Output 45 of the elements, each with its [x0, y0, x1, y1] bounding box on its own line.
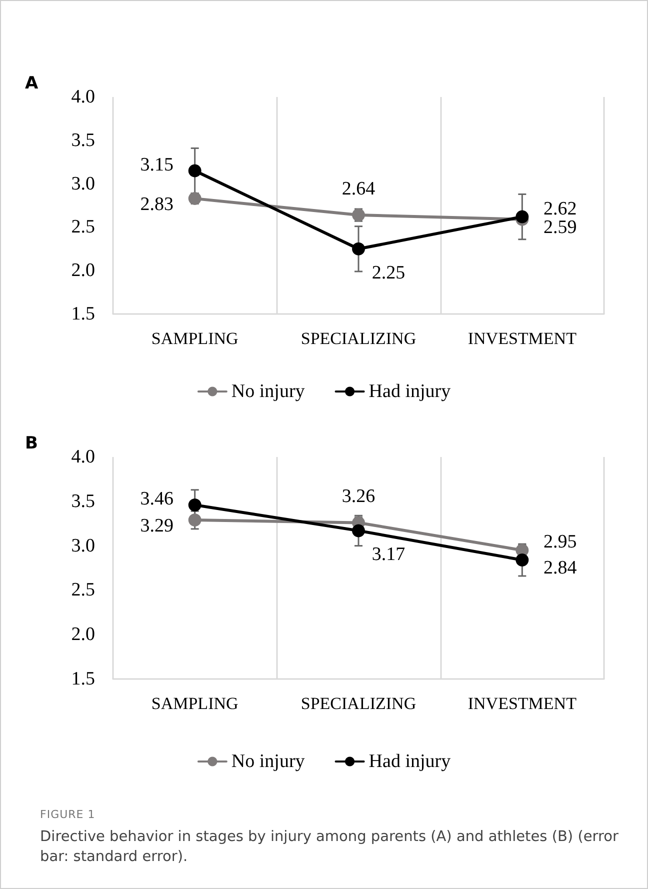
caption: FIGURE 1 — [40, 808, 96, 821]
y-tick-label: 4.0 — [71, 446, 95, 468]
x-tick-label: SAMPLING — [151, 694, 238, 713]
data-label: 2.84 — [544, 558, 578, 579]
point — [188, 498, 202, 512]
x-tick-label: SAMPLING — [151, 329, 238, 348]
data-label: 3.46 — [140, 488, 174, 510]
y-tick-label: 4.0 — [71, 86, 95, 108]
y-tick-label: 3.0 — [71, 173, 95, 194]
point — [352, 242, 365, 256]
text: Directive behavior in stages by injury among parents (A) and athletes (B) (error bar: standard error). — [40, 828, 620, 867]
y-tick-label: 3.5 — [71, 490, 95, 512]
data-label: 2.64 — [342, 178, 376, 200]
point — [516, 210, 529, 224]
chart-title: A — [25, 74, 39, 94]
y-tick-label: 2.5 — [71, 216, 95, 238]
data-label: 2.83 — [140, 194, 174, 216]
y-tick-label: 2.0 — [71, 624, 95, 646]
y-tick-label: 1.5 — [71, 304, 95, 324]
data-label: 3.26 — [342, 486, 376, 508]
y-tick-label: 1.5 — [71, 668, 95, 690]
y-tick-label: 2.5 — [71, 580, 95, 601]
x-tick-label: INVESTMENT — [468, 694, 578, 713]
data-label: 2.59 — [544, 216, 577, 238]
legend-label: Had injury — [368, 751, 452, 772]
x-tick-label: INVESTMENT — [468, 329, 578, 348]
data-label: 2.25 — [372, 262, 406, 284]
point — [188, 514, 202, 527]
data-label: 3.15 — [140, 154, 174, 176]
data-label: 2.62 — [544, 198, 577, 220]
point — [352, 524, 365, 538]
legend-label: No injury — [231, 751, 306, 772]
data-label: 2.95 — [544, 532, 577, 553]
data-label: 3.17 — [372, 544, 406, 566]
legend-label: No injury — [231, 381, 306, 402]
chart-title: B — [25, 434, 38, 454]
legend-label: Had injury — [368, 381, 452, 402]
point — [516, 554, 529, 567]
y-tick-label: 3.0 — [71, 535, 95, 556]
y-tick-label: 3.5 — [71, 130, 95, 151]
point — [188, 164, 202, 178]
data-label: 3.29 — [140, 516, 174, 537]
x-tick-label: SPECIALIZING — [300, 694, 416, 713]
x-tick-label: SPECIALIZING — [300, 329, 416, 348]
y-tick-label: 2.0 — [71, 260, 95, 282]
